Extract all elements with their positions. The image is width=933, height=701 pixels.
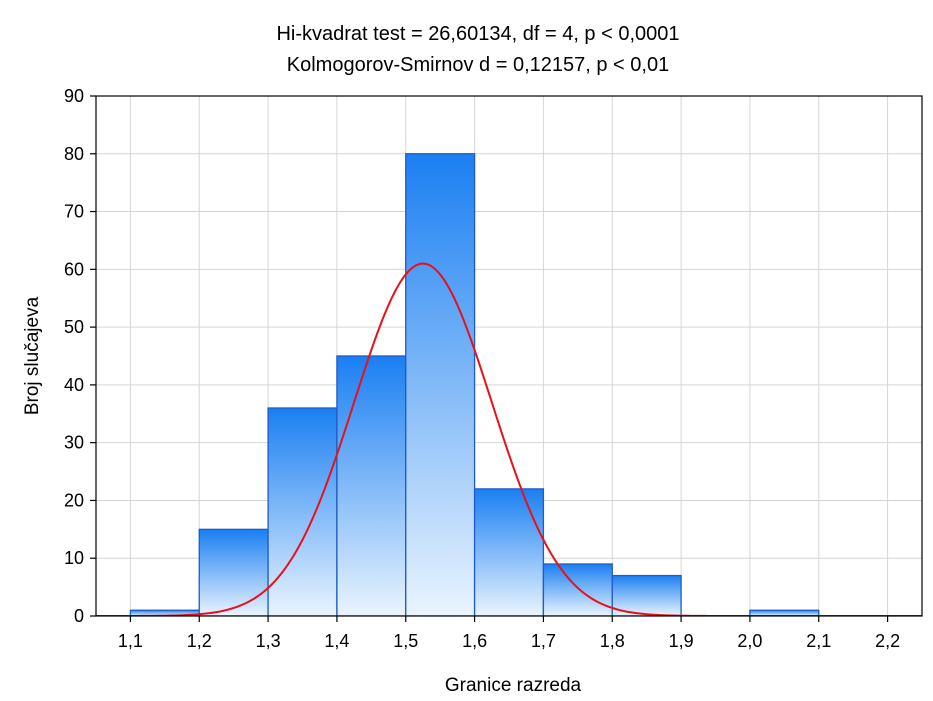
histogram-bar bbox=[267, 407, 338, 616]
y-tick-label: 50 bbox=[64, 317, 84, 337]
histogram-bar bbox=[405, 153, 476, 616]
y-tick-label: 90 bbox=[64, 86, 84, 106]
x-tick-label: 1,6 bbox=[462, 631, 487, 651]
plot-frame bbox=[95, 95, 923, 617]
x-tick-label: 1,2 bbox=[187, 631, 212, 651]
y-tick-label: 80 bbox=[64, 144, 84, 164]
x-tick-label: 1,5 bbox=[393, 631, 418, 651]
histogram-bar bbox=[542, 563, 613, 616]
y-tick-label: 20 bbox=[64, 490, 84, 510]
x-tick-label: 1,9 bbox=[669, 631, 694, 651]
histogram-bar bbox=[749, 609, 820, 616]
chart-title: Hi-kvadrat test = 26,60134, df = 4, p < … bbox=[276, 23, 679, 45]
histogram-bar bbox=[473, 488, 545, 616]
x-tick-label: 1,8 bbox=[600, 631, 625, 651]
bars bbox=[129, 153, 820, 616]
y-axis-label: Broj slučajeva bbox=[22, 296, 43, 415]
y-tick-label: 10 bbox=[64, 548, 84, 568]
histogram-bar bbox=[611, 574, 682, 616]
chart-subtitle: Kolmogorov-Smirnov d = 0,12157, p < 0,01 bbox=[287, 54, 669, 76]
y-tick-label: 0 bbox=[74, 606, 84, 626]
x-tick-label: 2,0 bbox=[737, 631, 762, 651]
y-tick-label: 40 bbox=[64, 375, 84, 395]
y-axis: 0 10 20 30 40 50 60 70 80 90 bbox=[64, 86, 96, 626]
x-axis: 1,1 1,2 1,3 1,4 1,5 1,6 1,7 1,8 1,9 2,0 2,1 2,2 bbox=[118, 616, 900, 651]
y-tick-label: 70 bbox=[64, 202, 84, 222]
x-tick-label: 1,3 bbox=[256, 631, 281, 651]
x-tick-label: 1,1 bbox=[118, 631, 143, 651]
normal-fit-curve bbox=[96, 262, 922, 616]
x-axis-label: Granice razreda bbox=[445, 675, 582, 696]
histogram-bar bbox=[198, 528, 269, 616]
y-tick-label: 60 bbox=[64, 259, 84, 279]
x-tick-label: 2,2 bbox=[875, 631, 900, 651]
y-tick-label: 30 bbox=[64, 433, 84, 453]
histogram-bar bbox=[336, 355, 407, 616]
x-tick-label: 2,1 bbox=[806, 631, 831, 651]
x-tick-label: 1,4 bbox=[324, 631, 349, 651]
x-tick-label: 1,7 bbox=[531, 631, 556, 651]
